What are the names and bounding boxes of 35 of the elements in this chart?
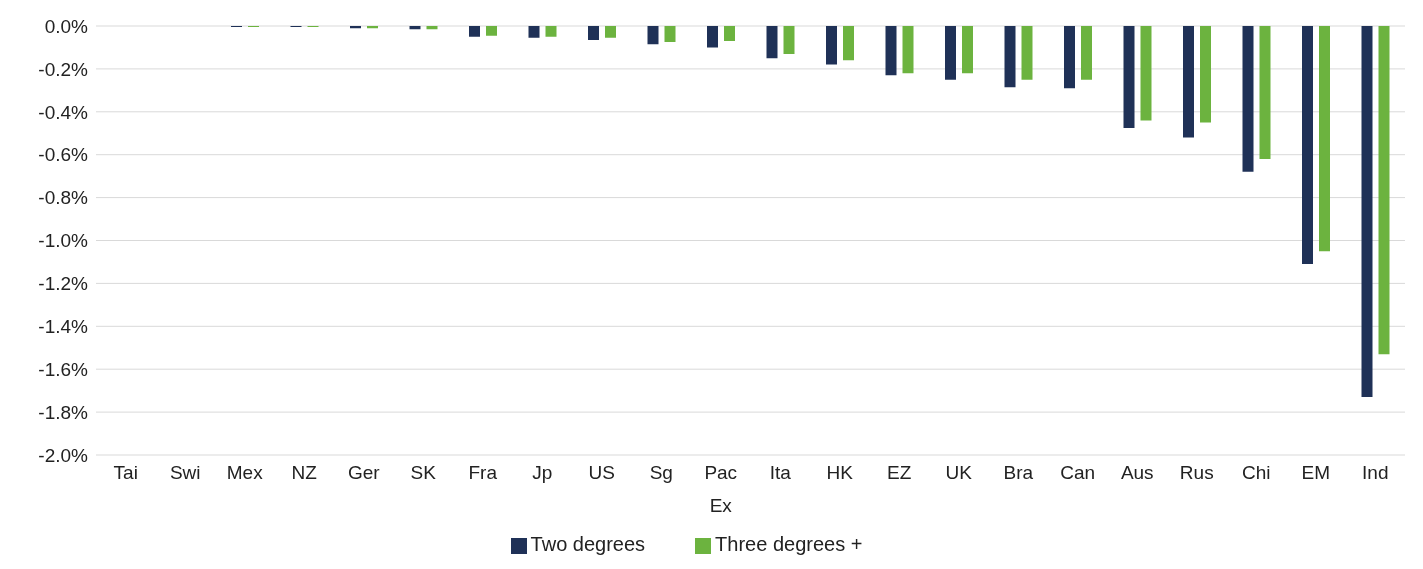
x-tick-label: Tai (113, 462, 138, 483)
x-tick-label: SK (410, 462, 437, 483)
y-tick-label: -1.2% (38, 273, 89, 295)
legend-label: Three degrees + (715, 533, 863, 555)
x-tick-label: US (588, 462, 615, 483)
x-tick-label: UK (945, 462, 973, 483)
x-tick-label: EZ (887, 462, 912, 483)
y-tick-label: -1.0% (38, 230, 89, 252)
y-tick-label: -1.8% (38, 401, 89, 423)
y-tick-label: -2.0% (38, 444, 89, 466)
y-tick-label: -0.2% (38, 58, 89, 80)
x-tick-label: Ger (347, 462, 381, 483)
x-tick-label: Bra (1003, 462, 1034, 483)
y-tick-label: -0.4% (38, 101, 89, 123)
x-tick-label: Chi (1241, 462, 1271, 483)
x-tick-label: Rus (1179, 462, 1214, 483)
x-tick-label: Fra (468, 462, 498, 483)
x-tick-label: Ind (1362, 462, 1389, 483)
x-tick-label: Pac Ex (704, 462, 738, 516)
legend-label: Two degrees (530, 533, 646, 555)
y-tick-label: -0.8% (38, 187, 89, 209)
x-tick-label: Swi (169, 462, 201, 483)
x-tick-label: NZ (291, 462, 318, 483)
x-tick-label: Ita (769, 462, 792, 483)
y-tick-label: -1.6% (38, 358, 89, 380)
x-tick-label: EM (1301, 462, 1330, 483)
x-tick-label: Aus (1120, 462, 1154, 483)
y-tick-label: -1.4% (38, 316, 89, 338)
x-tick-label: HK (826, 462, 854, 483)
x-tick-label: Sg (649, 462, 673, 483)
y-tick-label: 0.0% (44, 15, 89, 37)
x-tick-label: Jp (532, 462, 553, 483)
x-tick-label: Can (1060, 462, 1096, 483)
x-tick-label: Mex (226, 462, 264, 483)
y-tick-label: -0.6% (38, 144, 89, 166)
